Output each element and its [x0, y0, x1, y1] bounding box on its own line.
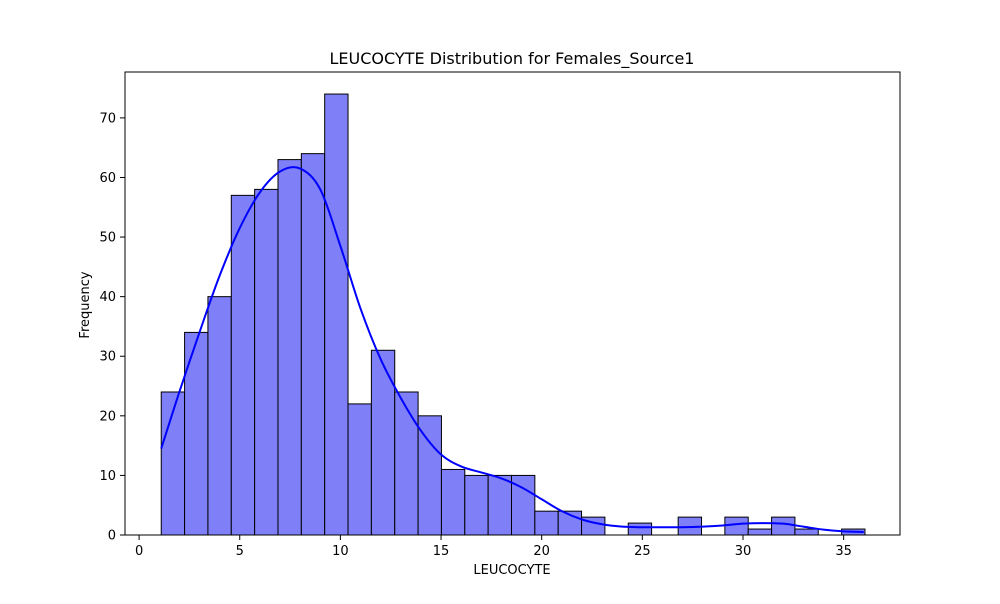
y-tick-label-30: 30	[99, 350, 116, 365]
x-tick-label-10: 10	[332, 544, 349, 559]
y-tick-label-70: 70	[99, 111, 116, 126]
y-tick-label-20: 20	[99, 409, 116, 424]
histogram-bar-23	[771, 516, 796, 536]
histogram-bar-2	[207, 296, 232, 536]
histogram-bar-11	[417, 415, 442, 536]
y-tick-label-50: 50	[99, 231, 116, 246]
histogram-bar-14	[487, 474, 512, 536]
histogram-bar-10	[394, 391, 419, 536]
histogram-bar-16	[534, 510, 559, 536]
x-tick-label-25: 25	[634, 544, 651, 559]
y-tick-label-40: 40	[99, 290, 116, 305]
x-axis-label: LEUCOCYTE	[473, 563, 550, 578]
histogram-bar-3	[230, 194, 256, 536]
x-tick-label-0: 0	[135, 544, 143, 559]
histogram-bar-12	[440, 468, 466, 536]
histogram-bar-9	[370, 349, 396, 536]
x-axis-ticks: 0 5 10 15 20 25 30 35	[135, 535, 852, 559]
plot-frame	[124, 71, 901, 536]
histogram-bar-24	[794, 528, 819, 536]
histogram-bar-22	[747, 528, 773, 536]
y-tick-label-10: 10	[99, 469, 116, 484]
histogram-bars	[160, 93, 866, 536]
histogram-bar-13	[464, 474, 489, 536]
y-axis-label: Frequency	[78, 271, 93, 338]
histogram-bar-6	[300, 153, 326, 536]
x-tick-label-15: 15	[433, 544, 450, 559]
kde-curve	[160, 166, 864, 534]
histogram-bar-21	[724, 516, 749, 536]
histogram-bar-4	[254, 188, 279, 536]
histogram-bar-8	[347, 403, 372, 536]
y-axis-ticks: 0 10 20 30 40 50 60 70	[99, 111, 125, 544]
x-tick-label-20: 20	[533, 544, 550, 559]
x-tick-label-5: 5	[236, 544, 244, 559]
y-tick-label-60: 60	[99, 171, 116, 186]
histogram-bar-7	[324, 93, 349, 536]
histogram-bar-5	[277, 159, 302, 536]
x-tick-label-30: 30	[735, 544, 752, 559]
histogram-bar-19	[627, 522, 653, 536]
y-tick-label-0: 0	[108, 529, 116, 544]
x-tick-label-35: 35	[835, 544, 852, 559]
chart-title: LEUCOCYTE Distribution for Females_Sourc…	[330, 49, 695, 69]
